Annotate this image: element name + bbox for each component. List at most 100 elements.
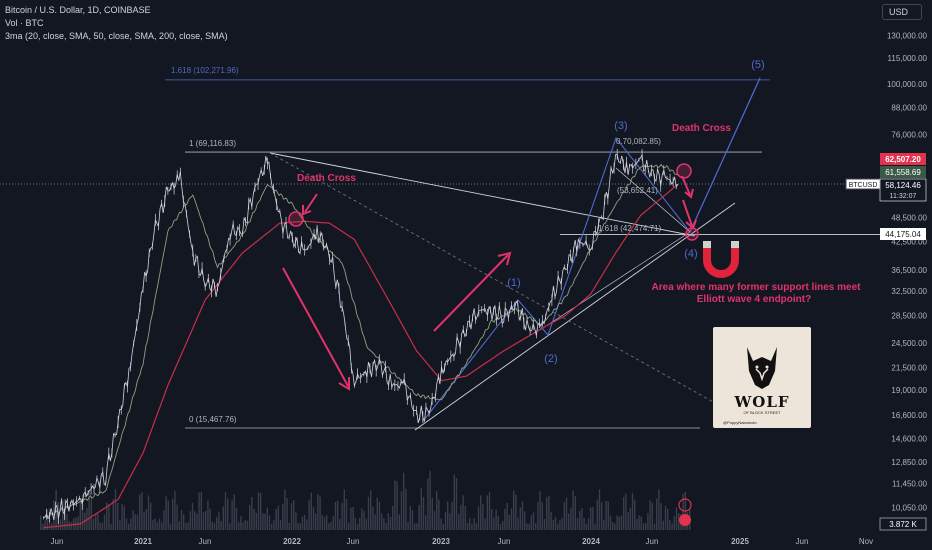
volume-tag: 3.872 K [889, 520, 917, 529]
volume-bar [187, 522, 189, 530]
volume-bar [477, 506, 480, 530]
volume-bar [253, 508, 255, 530]
volume-bar [596, 499, 598, 530]
volume-bar [161, 522, 163, 530]
volume-bar [249, 505, 251, 530]
down-arrow-1 [282, 267, 349, 387]
x-tick-label: Jun [199, 537, 212, 546]
volume-bar [524, 511, 526, 530]
volume-bar [213, 523, 216, 530]
volume-bar [310, 492, 312, 530]
volume-bar [211, 521, 213, 530]
volume-bar [77, 516, 79, 530]
death-cross-arrow-2 [681, 175, 691, 196]
volume-bar [297, 523, 299, 530]
volume-bars [40, 470, 691, 530]
volume-bar [101, 523, 103, 530]
volume-bar [207, 500, 209, 530]
logo-handle: @PuppyNakamoto [723, 420, 757, 425]
volume-bar [585, 523, 587, 530]
volume-bar [429, 470, 431, 530]
volume-bar [612, 522, 614, 530]
volume-bar [169, 523, 172, 530]
volume-bar [609, 515, 612, 530]
volume-bar [330, 521, 332, 530]
volume-bar [554, 516, 557, 530]
volume-bar [370, 490, 372, 530]
volume-bar [519, 507, 521, 530]
volume-bar [279, 519, 282, 530]
y-tick-label: 32,500.00 [891, 287, 927, 296]
volume-bar [128, 523, 130, 530]
volume-bar [381, 513, 383, 530]
volume-bar [669, 519, 671, 530]
volume-bar [682, 493, 684, 530]
fib-label-0: 0 (15,467.76) [189, 415, 237, 424]
y-tick-label: 16,600.00 [891, 411, 927, 420]
volume-bar [218, 511, 220, 530]
volume-bar [112, 498, 114, 530]
volume-bar [202, 512, 205, 530]
volume-bar [66, 514, 68, 530]
volume-bar [460, 504, 462, 530]
volume-bar [117, 502, 119, 530]
volume-bar [557, 523, 559, 530]
volume-bar [308, 500, 310, 530]
volume-bar [510, 508, 513, 530]
volume-bar [53, 500, 55, 530]
volume-bar [515, 494, 517, 530]
volume-bar [568, 513, 570, 530]
y-tick-label: 11,450.00 [892, 479, 928, 488]
volume-bar [576, 517, 579, 530]
ma-indicator-label[interactable]: 3ma (20, close, SMA, 50, close, SMA, 200… [5, 31, 228, 41]
volume-bar [99, 522, 101, 530]
volume-bar [134, 514, 136, 530]
volume-bar [242, 522, 244, 530]
volume-bar [132, 510, 134, 530]
down-arrow-1-head [338, 377, 350, 391]
volume-bar [224, 491, 227, 530]
down-arrow-2 [682, 199, 693, 227]
event-icon [679, 514, 691, 526]
wave4-target-marker [685, 227, 699, 241]
currency-button[interactable]: USD [882, 4, 922, 20]
volume-bar [334, 501, 337, 530]
volume-bar [440, 518, 442, 530]
volume-bar [260, 493, 262, 530]
volume-bar [268, 515, 271, 530]
volume-bar [656, 498, 658, 530]
volume-bar [374, 514, 376, 530]
volume-bar [343, 489, 345, 530]
volume-bar [673, 515, 675, 530]
volume-bar [618, 516, 620, 530]
volume-bar [592, 507, 594, 530]
y-tick-label: 42,500.00 [891, 238, 927, 247]
volume-bar [156, 522, 158, 530]
alert-icon [678, 498, 692, 512]
volume-bar [645, 522, 647, 530]
volume-indicator-label[interactable]: Vol · BTC [5, 18, 44, 28]
volume-bar [431, 497, 433, 530]
x-tick-label: 2025 [731, 537, 749, 546]
death-cross-arrow-1 [304, 193, 318, 213]
volume-bar [449, 513, 451, 530]
volume-bar [185, 523, 187, 530]
wave-5-label: (5) [751, 59, 764, 71]
y-tick-label: 100,000.00 [887, 80, 928, 89]
y-tick-label: 14,600.00 [891, 435, 927, 444]
volume-bar [387, 513, 389, 530]
ma200-line [43, 183, 679, 529]
wolf-head-icon [747, 347, 777, 389]
inner-support-line [539, 231, 691, 331]
volume-bar [400, 491, 403, 530]
volume-bar [636, 518, 638, 530]
volume-bar [165, 496, 167, 530]
wave-1-label: (1) [507, 277, 520, 289]
volume-bar [196, 513, 198, 530]
volume-bar [284, 489, 286, 530]
volume-bar [121, 504, 123, 530]
logo-subtitle: OF BLOCK STREET [743, 410, 781, 415]
volume-bar [475, 523, 477, 530]
y-tick-label: 24,500.00 [891, 339, 927, 348]
